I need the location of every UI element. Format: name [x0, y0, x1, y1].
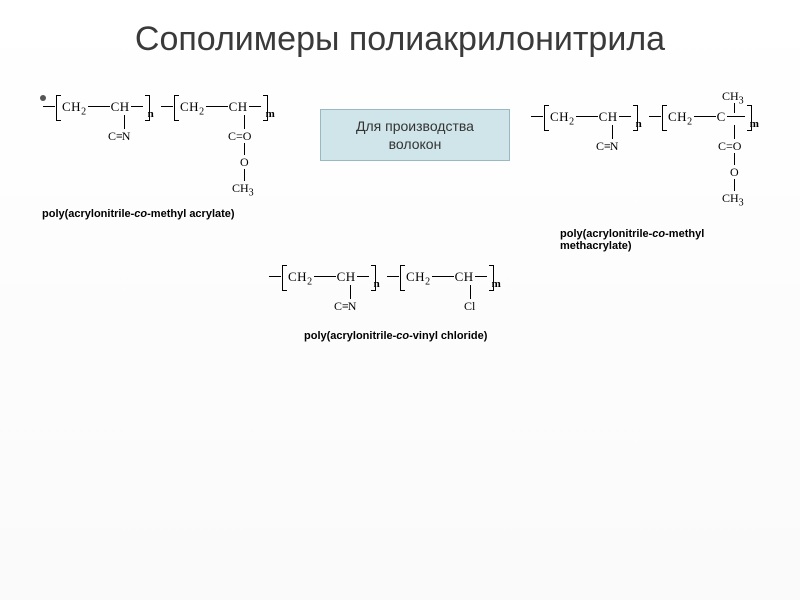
pendant-co-2: C=O — [718, 139, 741, 154]
formula-vinyl-chloride: CH2CHn CH2CHm C≡N Cl poly(acrylonitrile-… — [268, 269, 503, 342]
slide: Сополимеры полиакрилонитрила Для произво… — [0, 0, 800, 600]
formula-methyl-methacrylate: CH3 CH2CHn CH2Cm C≡N C=O O CH3 poly(acry… — [530, 91, 770, 252]
pendant-cn-1: C≡N — [108, 129, 130, 144]
formula1-caption: poly(acrylonitrile-co-methyl acrylate) — [42, 208, 277, 220]
pendant-cl-3: Cl — [464, 299, 475, 314]
pendant-o-2: O — [730, 165, 739, 180]
pendant-o-1: O — [240, 155, 249, 170]
pendant-cn-3: C≡N — [334, 299, 356, 314]
callout-box: Для производства волокон — [320, 109, 510, 161]
callout-line1: Для производства — [356, 117, 474, 135]
slide-title: Сополимеры полиакрилонитрила — [30, 20, 770, 59]
pendant-ch3-1: CH3 — [232, 181, 254, 198]
formula3-chain: CH2CHn CH2CHm — [268, 269, 503, 288]
formula-methyl-acrylate: CH2CHn CH2CHm C≡N C=O O CH3 poly(acrylon… — [42, 99, 277, 220]
pendant-ch3-top: CH3 — [722, 89, 744, 106]
content-area: Для производства волокон CH2CHn CH2CHm C… — [30, 89, 770, 539]
pendant-co-1: C=O — [228, 129, 251, 144]
formula1-chain: CH2CHn CH2CHm — [42, 99, 277, 118]
pendant-ch3-2: CH3 — [722, 191, 744, 208]
formula3-caption: poly(acrylonitrile-co-vinyl chloride) — [304, 330, 503, 342]
pendant-cn-2: C≡N — [596, 139, 618, 154]
formula2-caption: poly(acrylonitrile-co-methyl methacrylat… — [560, 228, 770, 252]
callout-line2: волокон — [389, 135, 442, 153]
